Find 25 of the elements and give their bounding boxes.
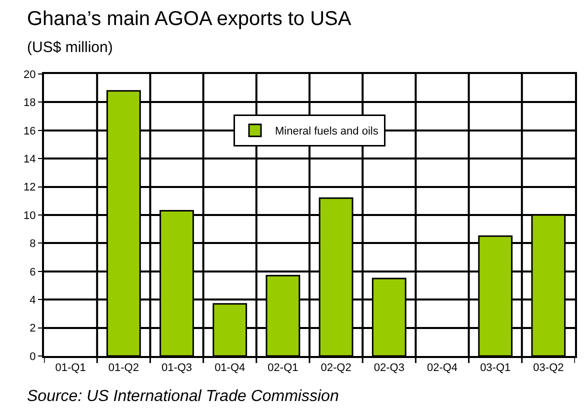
x-tick-label: 01-Q2 xyxy=(108,362,139,374)
x-tick-label: 03-Q2 xyxy=(533,362,564,374)
y-tick-label: 0 xyxy=(30,350,36,363)
x-tick-label: 02-Q1 xyxy=(268,362,298,374)
chart-title: Ghana’s main AGOA exports to USA xyxy=(27,8,352,30)
x-tick-label: 02-Q4 xyxy=(426,362,458,374)
x-tick-label: 01-Q1 xyxy=(55,362,86,374)
y-tick-label: 16 xyxy=(24,125,36,138)
y-tick-label: 4 xyxy=(30,294,36,306)
y-tick-label: 2 xyxy=(30,322,36,335)
y-tick-label: 10 xyxy=(24,210,36,222)
y-tick-label: 14 xyxy=(24,153,36,166)
y-tick-label: 8 xyxy=(30,238,36,250)
chart-subtitle: (US$ million) xyxy=(27,39,113,56)
y-tick-label: 6 xyxy=(30,266,36,278)
legend-label: Mineral fuels and oils xyxy=(275,126,379,138)
x-tick-label: 02-Q3 xyxy=(374,362,404,374)
y-tick-label: 20 xyxy=(24,68,36,81)
x-tick-label: 01-Q3 xyxy=(161,362,192,374)
y-tick-label: 12 xyxy=(24,182,36,194)
source-note: Source: US International Trade Commission xyxy=(27,388,339,405)
x-tick-label: 01-Q4 xyxy=(214,362,246,374)
x-tick-label: 02-Q2 xyxy=(320,362,352,374)
x-tick-label: 03-Q1 xyxy=(480,362,511,374)
y-tick-label: 18 xyxy=(24,97,36,110)
